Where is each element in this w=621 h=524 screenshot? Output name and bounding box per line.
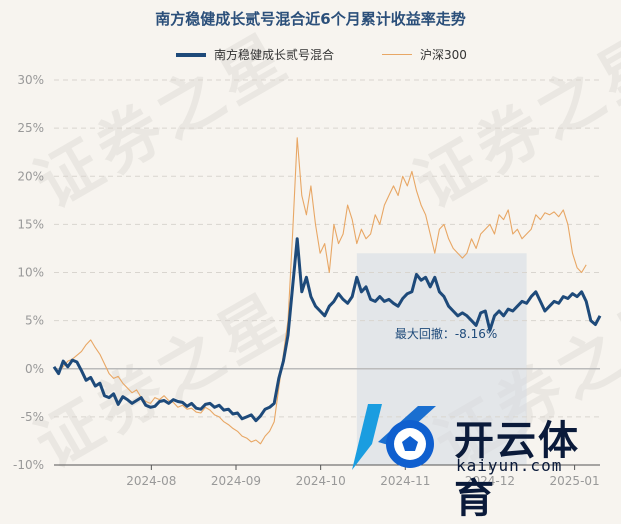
- legend-swatch-fund: [176, 52, 206, 57]
- x-tick-label: 2025-01: [550, 474, 600, 488]
- brand-url: kaiyun.com: [456, 456, 563, 475]
- y-tick-label: 10%: [17, 266, 44, 280]
- legend-swatch-index: [382, 54, 412, 55]
- brand-logo-icon: [352, 404, 436, 470]
- fund-series-line: [52, 237, 602, 423]
- y-tick-label: 25%: [17, 121, 44, 135]
- y-tick-label: -10%: [13, 458, 44, 472]
- brand-logo: 开云体育 kaiyun.com: [338, 398, 608, 522]
- x-tick-label: 2024-09: [211, 474, 261, 488]
- x-tick-label: 2024-08: [126, 474, 176, 488]
- y-tick-label: 0%: [25, 362, 44, 376]
- chart-canvas: 30% 25% 20% 15% 10% 5% 0% -5% -10% 2024-08 2024-09…: [13, 73, 602, 488]
- y-tick-label: 20%: [17, 169, 44, 183]
- legend: 南方稳健成长贰号混合 沪深300: [0, 46, 621, 62]
- y-tick-label: 15%: [17, 217, 44, 231]
- chart-title: 南方稳健成长贰号混合近6个月累计收益率走势: [155, 10, 466, 28]
- legend-item-fund: 南方稳健成长贰号混合: [176, 46, 334, 63]
- drawdown-annotation: 最大回撤：-8.16%: [395, 326, 497, 341]
- y-tick-label: -5%: [21, 410, 44, 424]
- drawdown-region: [356, 253, 527, 465]
- x-tick-label: 2024-11: [380, 474, 430, 488]
- legend-item-index: 沪深300: [382, 46, 467, 63]
- legend-label-fund: 南方稳健成长贰号混合: [214, 48, 335, 62]
- x-tick-label: 2024-10: [296, 474, 346, 488]
- y-tick-label: 5%: [25, 314, 44, 328]
- legend-label-index: 沪深300: [420, 48, 467, 62]
- y-tick-label: 30%: [17, 73, 44, 87]
- x-tick-label: 2024-12: [465, 474, 515, 488]
